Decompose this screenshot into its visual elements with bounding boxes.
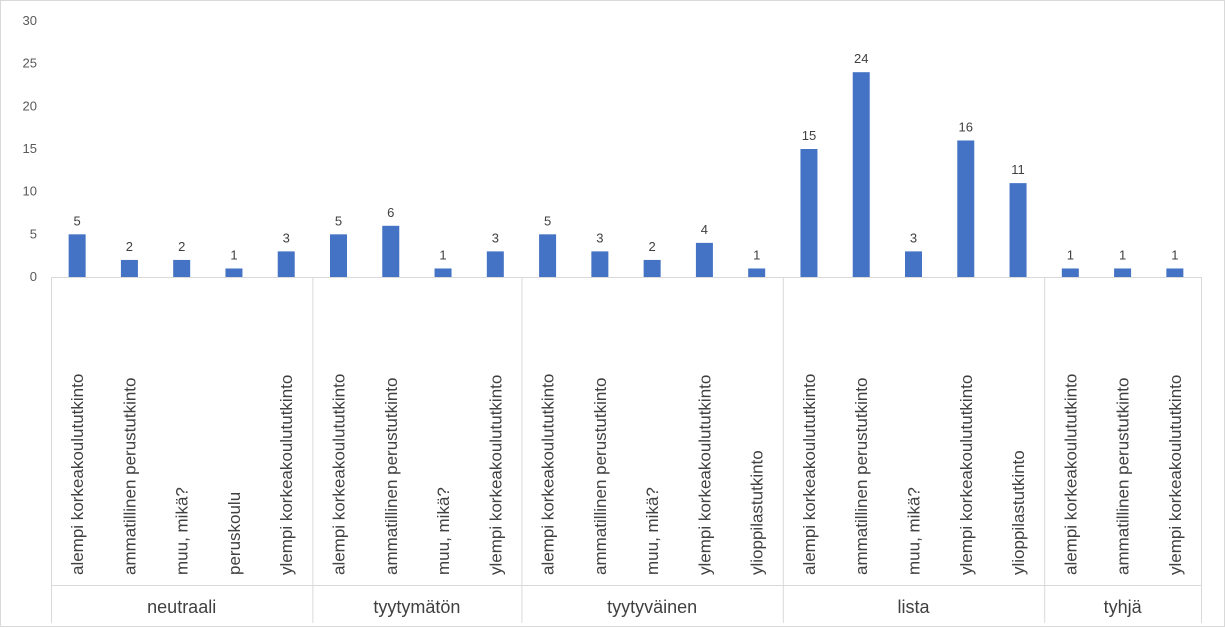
data-label: 3 [910, 230, 917, 245]
y-axis: 0 5 10 15 20 25 30 [23, 13, 37, 284]
y-tick-label: 15 [23, 141, 37, 156]
data-label: 15 [802, 128, 816, 143]
category-labels: alempi korkeakoulututkinto ammatillinen p… [68, 374, 1185, 575]
category-label: ylempi korkeakoulututkinto [957, 375, 976, 575]
category-label: peruskoulu [225, 492, 244, 575]
y-tick-label: 5 [30, 226, 37, 241]
bars [68, 72, 1184, 277]
bar [225, 268, 243, 277]
y-tick-label: 20 [23, 98, 37, 113]
data-label: 1 [1119, 247, 1126, 262]
category-label: ylioppilastutkinto [1009, 450, 1028, 575]
category-label: muu, mikä? [905, 487, 924, 575]
y-tick-label: 0 [30, 269, 37, 284]
group-labels: neutraali tyytymätön tyytyväinen lista tyhjä [147, 597, 1142, 617]
bar [486, 251, 504, 277]
bar [1166, 268, 1184, 277]
data-label: 16 [959, 119, 973, 134]
bar [800, 149, 818, 277]
category-label: ylempi korkeakoulututkinto [277, 375, 296, 575]
data-label: 24 [854, 51, 868, 66]
bar [1061, 268, 1079, 277]
data-label: 3 [283, 230, 290, 245]
data-label: 1 [1171, 247, 1178, 262]
category-label: ylempi korkeakoulututkinto [1166, 375, 1185, 575]
category-label: ammatillinen perustutkinto [120, 378, 139, 575]
category-label: muu, mikä? [643, 487, 662, 575]
x-axis [51, 277, 1202, 623]
category-label: ammatillinen perustutkinto [591, 378, 610, 575]
data-label: 1 [439, 247, 446, 262]
category-label: ylioppilastutkinto [748, 450, 767, 575]
category-label: muu, mikä? [173, 487, 192, 575]
data-label: 1 [753, 247, 760, 262]
group-label: tyytymätön [373, 597, 460, 617]
bar [643, 259, 661, 277]
bar [905, 251, 922, 277]
bar [277, 251, 295, 277]
bar [434, 268, 452, 277]
bar [591, 251, 609, 277]
group-label: lista [897, 597, 930, 617]
bar [68, 234, 86, 277]
category-label: muu, mikä? [434, 487, 453, 575]
bar [330, 234, 347, 277]
category-label: alempi korkeakoulututkinto [68, 374, 87, 575]
data-label: 2 [126, 239, 133, 254]
y-tick-label: 10 [23, 184, 37, 199]
category-label: alempi korkeakoulututkinto [800, 374, 819, 575]
group-label: neutraali [147, 597, 216, 617]
bar [695, 242, 713, 277]
data-label: 3 [596, 230, 603, 245]
category-label: ammatillinen perustutkinto [382, 378, 401, 575]
category-label: ammatillinen perustutkinto [852, 378, 871, 575]
data-label: 6 [387, 205, 394, 220]
bar [539, 234, 557, 277]
bar [120, 259, 138, 277]
category-label: ylempi korkeakoulututkinto [486, 375, 505, 575]
data-label: 5 [544, 213, 551, 228]
category-label: alempi korkeakoulututkinto [1061, 374, 1080, 575]
data-label: 1 [1067, 247, 1074, 262]
category-label: ylempi korkeakoulututkinto [695, 375, 714, 575]
bar [957, 140, 975, 277]
bar [382, 225, 400, 277]
data-label: 2 [178, 239, 185, 254]
bar [852, 72, 870, 277]
bar [748, 268, 766, 277]
data-label: 2 [649, 239, 656, 254]
data-label: 1 [230, 247, 237, 262]
data-label: 5 [335, 213, 342, 228]
group-label: tyhjä [1104, 597, 1143, 617]
category-label: ammatillinen perustutkinto [1114, 378, 1133, 575]
bar [1009, 183, 1027, 277]
data-label: 3 [492, 230, 499, 245]
category-label: alempi korkeakoulututkinto [330, 374, 349, 575]
data-label: 11 [1011, 162, 1025, 177]
data-label: 4 [701, 222, 708, 237]
group-label: tyytyväinen [607, 597, 697, 617]
category-label: alempi korkeakoulututkinto [539, 374, 558, 575]
bar [173, 259, 191, 277]
data-label: 5 [74, 213, 81, 228]
y-tick-label: 25 [23, 56, 37, 71]
bar [1114, 268, 1132, 277]
y-tick-label: 30 [23, 13, 37, 28]
